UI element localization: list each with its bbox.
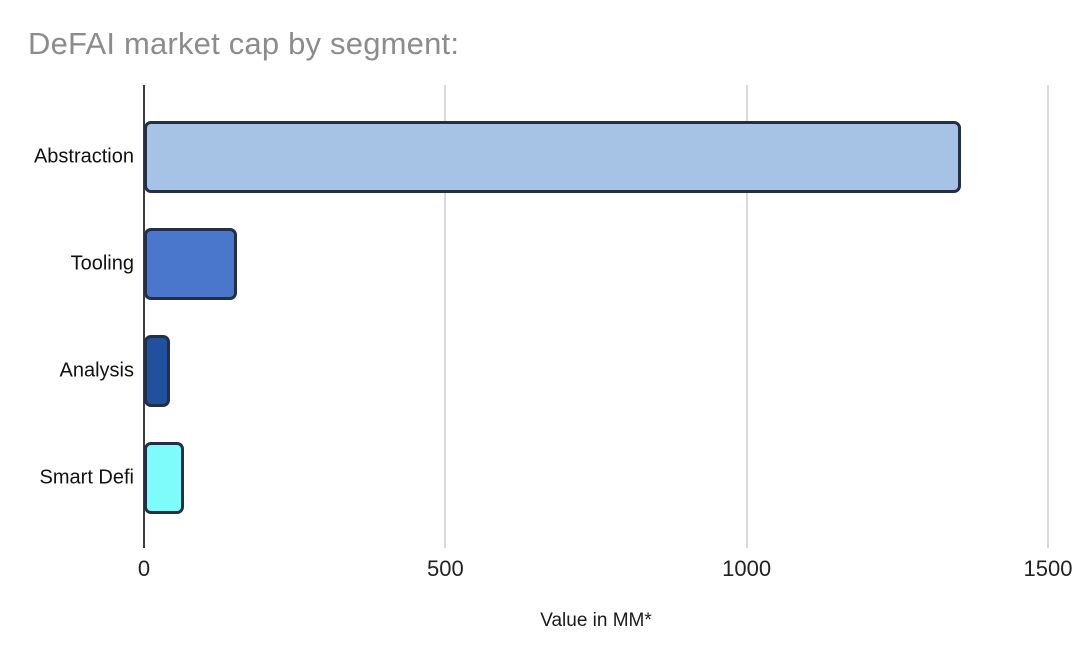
- bar-analysis: [144, 335, 170, 407]
- category-label-smart-defi: Smart Defi: [39, 466, 134, 489]
- y-axis-line: [143, 85, 145, 548]
- category-label-abstraction: Abstraction: [33, 145, 134, 168]
- chart-title: DeFAI market cap by segment:: [28, 26, 460, 61]
- bar-tooling: [144, 228, 238, 300]
- x-tick-label-0: 0: [137, 556, 151, 581]
- category-label-tooling: Tooling: [70, 252, 134, 275]
- gridline-x-500: [444, 85, 447, 548]
- gridline-x-1000: [745, 85, 748, 548]
- bar-smart-defi: [144, 442, 185, 514]
- x-axis-title: Value in MM*: [540, 610, 652, 631]
- plot-area: [143, 85, 1049, 548]
- bar-abstraction: [144, 121, 961, 193]
- x-tick-label-500: 500: [426, 556, 464, 581]
- x-tick-label-1000: 1000: [722, 556, 772, 581]
- gridline-x-1500: [1047, 85, 1049, 548]
- x-tick-label-1500: 1500: [1023, 556, 1073, 581]
- category-label-analysis: Analysis: [59, 359, 134, 382]
